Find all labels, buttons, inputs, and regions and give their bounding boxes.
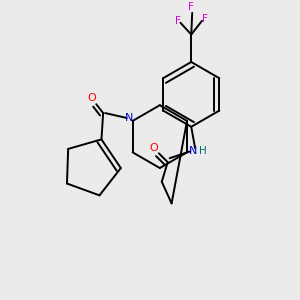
Text: F: F xyxy=(175,16,180,26)
Text: H: H xyxy=(199,146,207,156)
Text: F: F xyxy=(202,14,208,24)
Text: N: N xyxy=(189,146,197,156)
Text: O: O xyxy=(150,143,158,153)
Text: F: F xyxy=(188,2,194,12)
Text: O: O xyxy=(87,93,96,103)
Text: N: N xyxy=(124,113,133,123)
